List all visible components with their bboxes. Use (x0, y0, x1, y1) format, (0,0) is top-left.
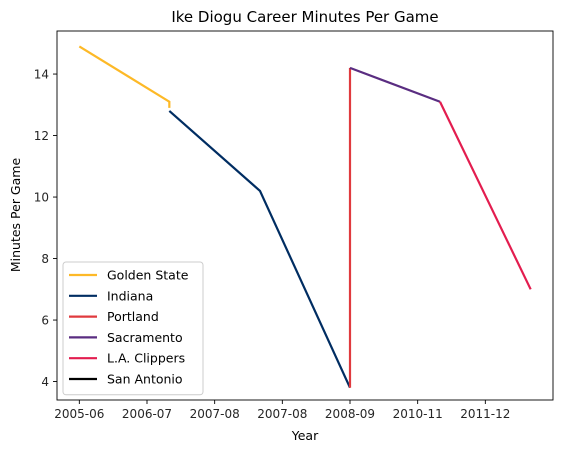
x-tick-label: 2010-11 (393, 407, 443, 421)
y-tick-label: 6 (41, 314, 49, 328)
series-line-3 (349, 66, 441, 103)
legend: Golden State Indiana Portland Sacramento L.A… (62, 261, 204, 396)
plot-area (56, 30, 554, 401)
y-tick-label: 12 (34, 129, 49, 143)
x-axis-ticks: 2005-06 2006-07 2007-08 2007-08 2008-09 2010-… (54, 400, 510, 421)
legend-label-5: San Antonio (107, 372, 183, 387)
series-line-1 (168, 110, 352, 389)
x-axis-label: Year (291, 428, 319, 443)
y-tick-label: 14 (34, 68, 49, 82)
y-tick-label: 4 (41, 375, 49, 389)
x-tick-label: 2011-12 (460, 407, 510, 421)
series-line-4 (439, 101, 532, 290)
legend-label-2: Portland (107, 309, 159, 324)
plot-frame (56, 30, 554, 401)
x-tick-label: 2005-06 (54, 407, 104, 421)
legend-label-3: Sacramento (107, 330, 183, 345)
chart-title: Ike Diogu Career Minutes Per Game (171, 8, 438, 26)
x-tick-label: 2007-08 (257, 407, 307, 421)
y-axis-label: Minutes Per Game (8, 158, 23, 273)
legend-label-0: Golden State (107, 268, 189, 283)
legend-label-1: Indiana (107, 288, 153, 303)
legend-box (62, 261, 204, 396)
y-tick-label: 8 (41, 252, 49, 266)
legend-label-4: L.A. Clippers (107, 351, 185, 366)
series-line-0 (78, 45, 171, 108)
x-tick-label: 2008-09 (325, 407, 375, 421)
x-tick-label: 2006-07 (122, 407, 172, 421)
y-tick-label: 10 (34, 191, 49, 205)
y-axis-ticks: 4 6 8 10 12 14 (34, 68, 57, 389)
x-tick-label: 2007-08 (190, 407, 240, 421)
